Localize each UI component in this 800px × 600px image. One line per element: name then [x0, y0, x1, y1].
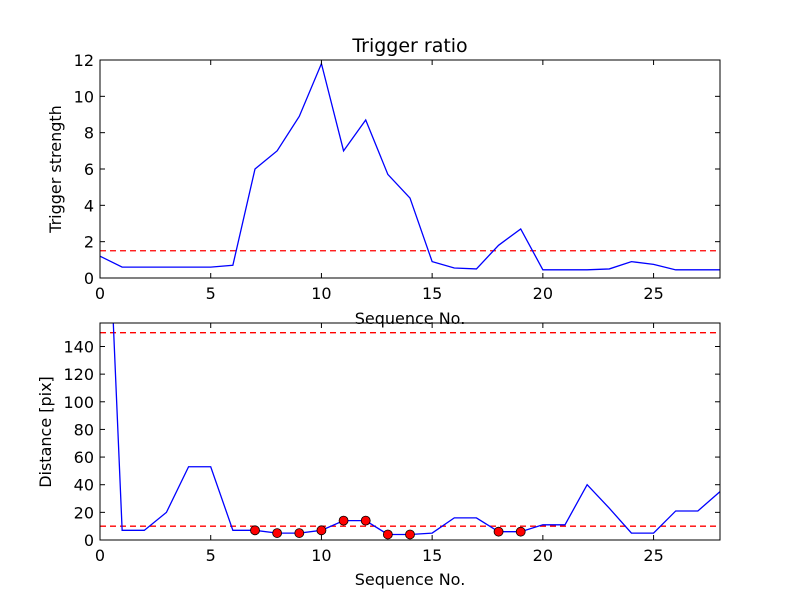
bottom-x-tick-label: 10 — [311, 546, 331, 565]
bottom-marker-point — [250, 525, 260, 536]
top-series-line-0 — [100, 61, 720, 271]
bottom-x-tick-label: 25 — [643, 546, 663, 565]
top-ticks: 0 5 10 15 20 25 0 2 4 6 8 10 12 — [74, 51, 720, 303]
top-x-tick-label: 20 — [533, 284, 553, 303]
bottom-x-tick-label: 0 — [95, 546, 105, 565]
top-y-tick-label: 8 — [84, 124, 94, 143]
bottom-y-tick-label: 60 — [74, 448, 94, 467]
bottom-y-tick-label: 20 — [74, 503, 94, 522]
top-subplot: Trigger ratio 0 5 10 15 20 25 0 2 4 6 8 10 12 Sequen… — [46, 35, 721, 328]
bottom-y-tick-label: 100 — [63, 393, 94, 412]
bottom-x-tick-label: 20 — [533, 546, 553, 565]
bottom-plot-area — [99, 322, 721, 541]
bottom-axes-frame — [99, 322, 721, 541]
bottom-y-tick-label: 120 — [63, 365, 94, 384]
bottom-y-tick-label: 140 — [63, 337, 94, 356]
bottom-marker-point — [338, 515, 349, 526]
top-y-tick-label: 0 — [84, 269, 94, 288]
bottom-y-axis-label: Distance [pix] — [36, 376, 55, 488]
bottom-marker-point — [405, 529, 415, 540]
top-y-tick-label: 2 — [84, 233, 94, 252]
top-x-tick-label: 5 — [206, 284, 216, 303]
top-x-tick-label: 10 — [311, 284, 331, 303]
top-x-tick-label: 15 — [422, 284, 442, 303]
bottom-marker-point — [272, 528, 283, 538]
bottom-ticks: 0 5 10 15 20 25 0 20 40 60 80 100 120 140 — [63, 323, 720, 565]
bottom-marker-point — [316, 525, 327, 536]
bottom-marker-point — [360, 515, 371, 526]
bottom-marker-point — [294, 528, 305, 538]
bottom-y-tick-label: 40 — [74, 476, 94, 495]
bottom-marks — [100, 323, 720, 540]
bottom-y-tick-label: 80 — [74, 420, 94, 439]
bottom-marker-point — [382, 529, 393, 540]
top-x-tick-label: 25 — [643, 284, 663, 303]
top-chart-title: Trigger ratio — [351, 35, 467, 57]
bottom-marker-point — [515, 526, 526, 537]
top-x-tick-label: 0 — [95, 284, 105, 303]
bottom-x-tick-label: 15 — [422, 546, 442, 565]
top-marks — [100, 61, 720, 271]
top-x-axis-label: Sequence No. — [355, 309, 466, 328]
bottom-x-tick-label: 5 — [206, 546, 216, 565]
top-y-tick-label: 12 — [74, 51, 94, 70]
top-y-tick-label: 6 — [84, 160, 94, 179]
top-y-axis-label: Trigger strength — [46, 105, 65, 234]
top-y-tick-label: 4 — [84, 196, 94, 215]
top-y-tick-label: 10 — [74, 87, 94, 106]
bottom-y-tick-label: 0 — [84, 531, 94, 550]
bottom-marker-point — [493, 526, 504, 537]
bottom-x-axis-label: Sequence No. — [355, 570, 466, 589]
bottom-subplot: 0 5 10 15 20 25 0 20 40 60 80 100 120 140 Sequence No… — [36, 322, 721, 589]
